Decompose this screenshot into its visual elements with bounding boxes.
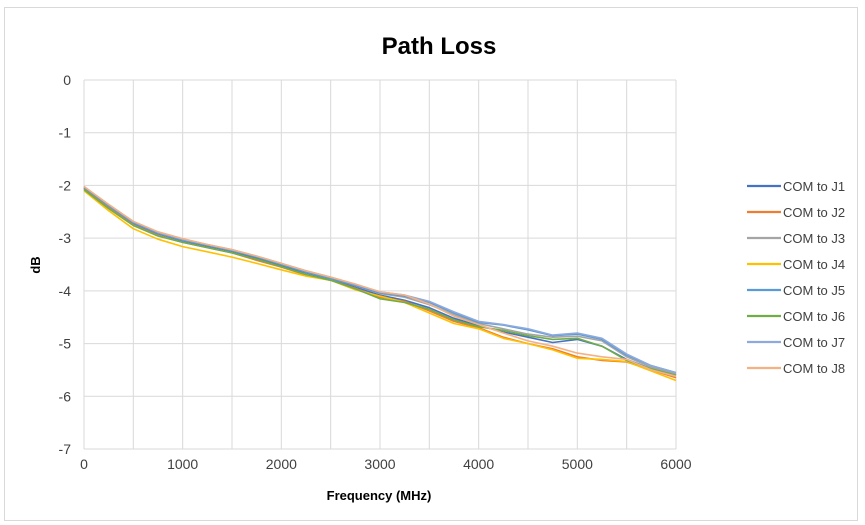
- legend-label: COM to J3: [783, 231, 845, 246]
- y-tick-label: -5: [59, 336, 72, 352]
- x-tick-label: 6000: [660, 456, 691, 472]
- series-line: [83, 190, 677, 382]
- y-tick-label: -4: [59, 283, 72, 299]
- legend-label: COM to J4: [783, 257, 845, 272]
- legend-label: COM to J8: [783, 361, 845, 376]
- x-axis-title: Frequency (MHz): [327, 488, 432, 503]
- x-tick-label: 4000: [463, 456, 494, 472]
- legend-label: COM to J1: [783, 179, 845, 194]
- y-tick-label: -1: [59, 125, 72, 141]
- legend-label: COM to J5: [783, 283, 845, 298]
- legend-label: COM to J7: [783, 335, 845, 350]
- legend-label: COM to J6: [783, 309, 845, 324]
- y-tick-label: -2: [59, 177, 72, 193]
- y-axis-title: dB: [28, 256, 43, 273]
- y-axis-ticks: 0 -1 -2 -3 -4 -5 -6 -7: [59, 72, 72, 457]
- chart-title: Path Loss: [382, 33, 497, 60]
- legend: COM to J1 COM to J2 COM to J3 COM to J4 COM …: [747, 179, 845, 376]
- series-line: [83, 188, 677, 376]
- x-tick-label: 1000: [167, 456, 198, 472]
- x-tick-label: 3000: [364, 456, 395, 472]
- legend-label: COM to J2: [783, 205, 845, 220]
- y-tick-label: -7: [59, 441, 72, 457]
- series-lines: [83, 185, 677, 382]
- x-tick-label: 2000: [266, 456, 297, 472]
- grid: [83, 79, 677, 450]
- chart-frame: [4, 7, 858, 521]
- x-tick-label: 5000: [562, 456, 593, 472]
- x-tick-label: 0: [80, 456, 88, 472]
- y-tick-label: 0: [63, 72, 71, 88]
- series-line: [83, 185, 677, 378]
- y-tick-label: -6: [59, 388, 72, 404]
- x-axis-ticks: 0 1000 2000 3000 4000 5000 6000: [80, 456, 692, 472]
- series-line: [83, 186, 677, 374]
- y-tick-label: -3: [59, 230, 72, 246]
